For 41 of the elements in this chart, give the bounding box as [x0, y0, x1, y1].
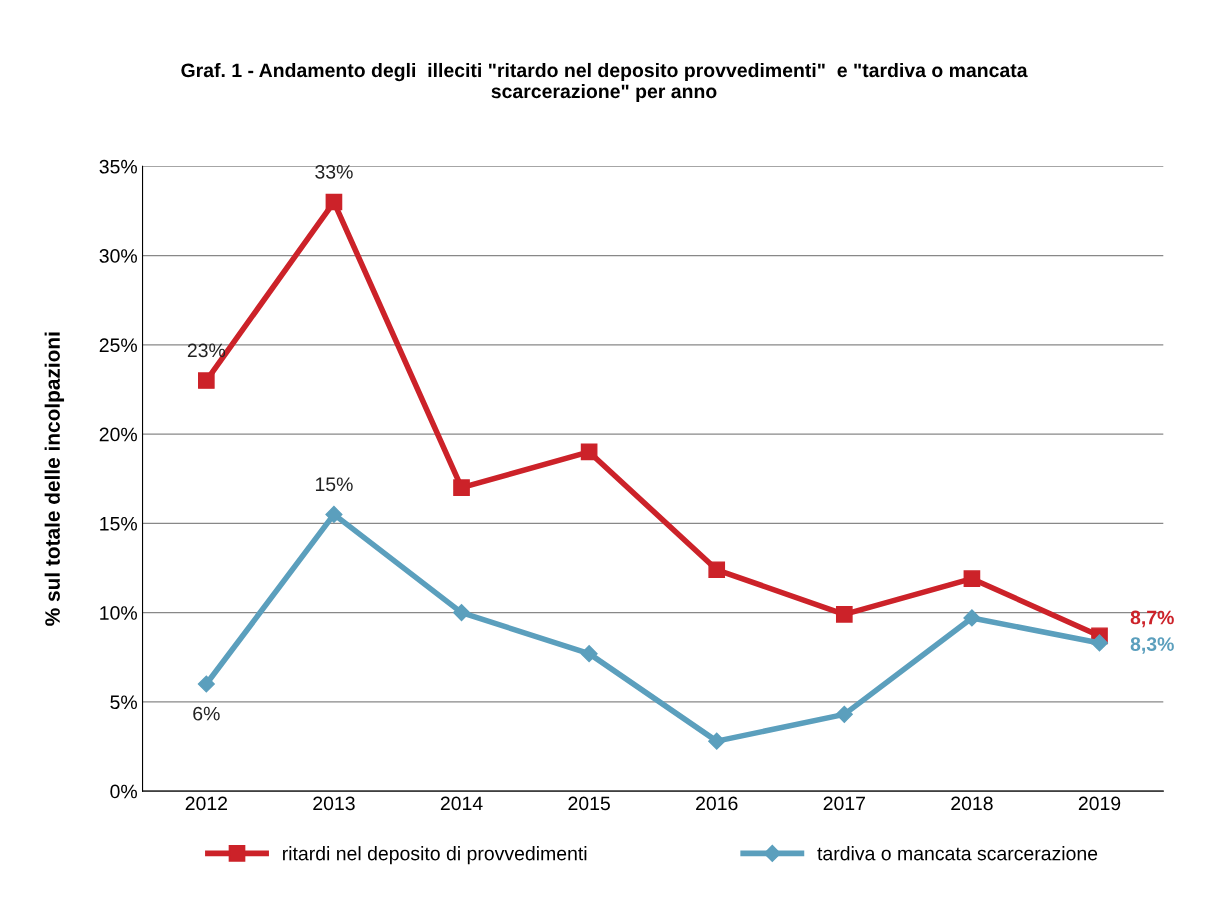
x-tick-label: 2013 [313, 796, 355, 811]
x-tick-label: 2012 [185, 796, 227, 811]
x-tick-label: 2017 [823, 796, 865, 811]
point [963, 609, 981, 627]
data-label: 8,7% [1130, 610, 1174, 628]
x-tick-label: 2015 [568, 796, 610, 811]
point [452, 604, 471, 622]
point [708, 732, 726, 750]
y-axis-title: % sul totale delle incolpazioni [44, 332, 65, 626]
y-tick-label: 15% [100, 516, 137, 531]
y-tick-label: 25% [99, 338, 137, 353]
point [963, 570, 981, 588]
data-label: 23% [187, 343, 226, 358]
point [1090, 634, 1109, 652]
data-label: 33% [315, 164, 353, 179]
data-label: 6% [193, 706, 220, 721]
point [708, 561, 726, 579]
y-tick-label: 35% [99, 159, 137, 174]
point [325, 505, 343, 523]
point [580, 645, 598, 663]
y-tick-label: 0% [110, 784, 137, 799]
data-label: 15% [315, 477, 353, 492]
x-tick-label: 2019 [1078, 796, 1121, 811]
x-tick-label: 2016 [696, 796, 738, 811]
chart-title: Graf. 1 - Andamento degli illeciti "ritardo nel deposito provvedimenti" e "tardiva o mancata scarcerazione" per anno [181, 62, 1028, 103]
y-tick-label: 5% [110, 695, 137, 710]
legend-label: tardiva o mancata scarcerazione [817, 846, 1098, 861]
legend-label: ritardi nel deposito di provvedimenti [283, 846, 587, 865]
point [198, 372, 215, 389]
y-tick-label: 30% [99, 249, 137, 263]
point [197, 675, 215, 693]
y-tick-label: 10% [100, 606, 137, 620]
x-tick-label: 2014 [440, 796, 483, 811]
point [453, 479, 470, 496]
data-label: 8,3% [1130, 637, 1174, 654]
x-tick-label: 2018 [951, 796, 993, 811]
point [835, 606, 853, 623]
point [325, 193, 343, 211]
y-tick-label: 20% [99, 427, 137, 442]
point [580, 443, 598, 461]
point [835, 705, 853, 723]
